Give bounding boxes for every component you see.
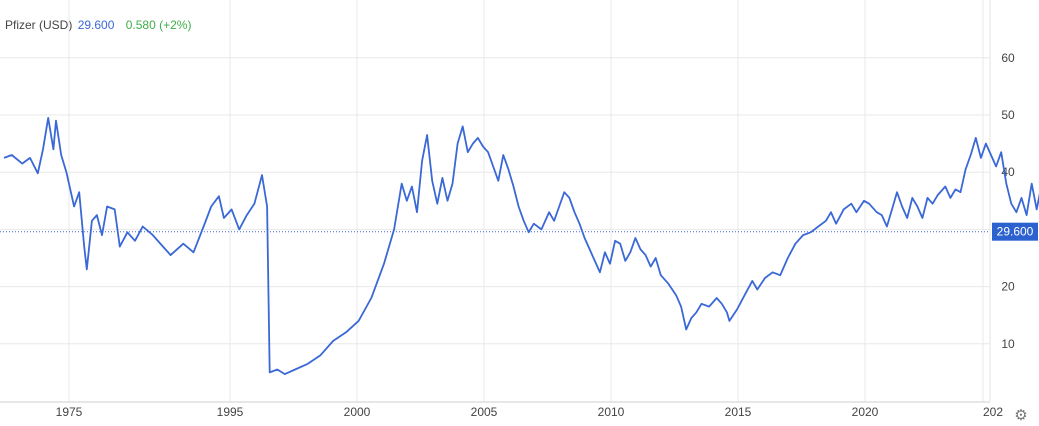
x-tick-label: 2010 xyxy=(598,405,625,419)
x-tick-label: 1995 xyxy=(217,405,244,419)
x-gridlines xyxy=(68,0,984,402)
y-axis: 102030405060 xyxy=(1001,51,1015,351)
instrument-name: Pfizer (USD) xyxy=(5,18,73,32)
last-price: 29.600 xyxy=(77,18,115,32)
gear-icon[interactable]: ⚙ xyxy=(1014,406,1028,424)
x-tick-label: 202 xyxy=(983,405,1003,419)
price-change: 0.580 (+2%) xyxy=(125,18,192,32)
x-tick-label: 2005 xyxy=(471,405,498,419)
y-tick-label: 10 xyxy=(1001,337,1015,351)
y-tick-label: 20 xyxy=(1001,280,1015,294)
quote-header: Pfizer (USD) 29.600 0.580 (+2%) xyxy=(5,18,191,32)
y-gridlines xyxy=(0,57,990,345)
x-tick-label: 1975 xyxy=(56,405,83,419)
y-tick-label: 50 xyxy=(1001,108,1015,122)
y-tick-label: 60 xyxy=(1001,51,1015,65)
x-axis: 1975 1995 2000 2005 2010 2015 2020 202 xyxy=(56,405,1004,419)
price-series-line xyxy=(3,117,1039,375)
current-price-label: 29.600 xyxy=(997,225,1034,239)
x-tick-label: 2020 xyxy=(852,405,879,419)
x-tick-label: 2015 xyxy=(725,405,752,419)
x-tick-label: 2000 xyxy=(344,405,371,419)
current-price-tag-background xyxy=(992,222,1038,241)
current-price-tag: 29.600 xyxy=(992,222,1038,241)
